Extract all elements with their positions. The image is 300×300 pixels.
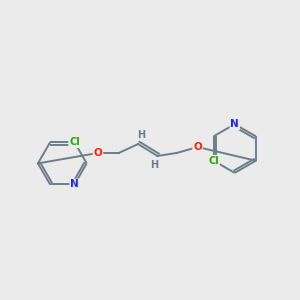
Text: Cl: Cl [208,156,219,166]
Text: O: O [94,148,102,158]
Text: N: N [230,119,239,129]
Text: N: N [70,179,79,190]
Text: Cl: Cl [69,137,80,147]
Text: H: H [150,160,158,170]
Text: H: H [138,130,146,140]
Text: O: O [193,142,202,152]
